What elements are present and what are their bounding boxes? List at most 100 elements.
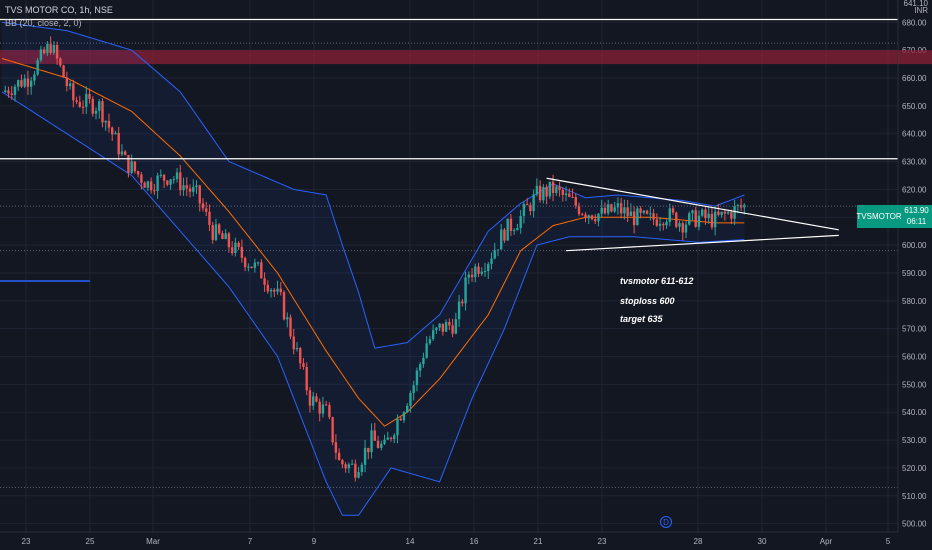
candle-body (72, 83, 75, 101)
candle-body (697, 215, 701, 227)
candle-body (117, 132, 120, 155)
candle-body (415, 370, 419, 386)
axis-top-value: 641.10 (903, 0, 928, 8)
candle-body (701, 209, 704, 216)
candle-body (733, 206, 736, 219)
candle-body (273, 289, 276, 292)
candle (162, 174, 166, 188)
candle-body (529, 205, 532, 212)
candle-body (46, 44, 49, 54)
candle (68, 80, 72, 90)
indicator-title[interactable]: BB (20, close, 2, 0) (5, 18, 82, 28)
candle (600, 199, 603, 218)
candle (120, 144, 124, 157)
candle-body (136, 171, 140, 175)
candle (671, 205, 675, 216)
candle-body (428, 339, 432, 344)
candle (529, 202, 532, 216)
time-tick-label: 21 (534, 537, 543, 546)
candle (639, 206, 642, 219)
candle-body (75, 100, 78, 102)
candle-body (626, 207, 629, 216)
candle (613, 201, 616, 214)
candle-body (347, 464, 351, 469)
candle (23, 74, 26, 89)
candle-body (234, 242, 237, 254)
axis-zone-highlight (898, 50, 932, 65)
candle (299, 346, 302, 370)
candle (149, 177, 153, 194)
candle (195, 180, 198, 194)
candle-body (111, 127, 114, 135)
candle (470, 267, 474, 282)
candle-body (269, 289, 273, 292)
candle (610, 203, 613, 213)
candle (707, 207, 710, 224)
candle-body (337, 452, 341, 461)
price-tick-label: 650.00 (902, 102, 927, 111)
price-axis[interactable]: 500.00 510.00 520.00 530.00 540.00 550.00 560.… (897, 0, 932, 550)
candles (4, 36, 746, 482)
candle-body (393, 435, 396, 439)
candle-body (52, 45, 56, 53)
candle (302, 358, 305, 370)
candle (269, 287, 273, 298)
candle-body (636, 208, 639, 226)
candle (584, 212, 587, 223)
candle-body (350, 463, 354, 465)
candle (282, 290, 286, 321)
candle-body (402, 412, 406, 421)
candle (117, 127, 120, 161)
candle-body (217, 224, 221, 234)
resistance-zone (0, 42, 898, 65)
candle-body (321, 404, 325, 414)
candle (305, 362, 308, 396)
candle (224, 229, 227, 240)
symbol-title[interactable]: TVS MOTOR CO, 1h, NSE (5, 5, 113, 15)
candle (10, 86, 13, 100)
candle-body (367, 447, 370, 453)
candle-body (282, 292, 286, 320)
candle-body (208, 211, 211, 226)
time-axis[interactable]: 23 25 Mar 7 9 14 16 21 23 28 30 Apr 5 (0, 531, 898, 546)
candle-body (65, 77, 69, 87)
candle-body (120, 151, 124, 155)
candle-body (13, 86, 17, 95)
candle-body (250, 266, 253, 268)
dividend-marker-icon[interactable]: D (660, 516, 672, 528)
candle (444, 319, 448, 333)
candle (260, 259, 263, 279)
candle-body (704, 209, 707, 219)
candle (701, 208, 704, 218)
lower-band (1, 91, 745, 516)
time-tick-label: 30 (758, 537, 767, 546)
candle (205, 201, 208, 217)
candle-body (603, 207, 607, 214)
candle (111, 126, 114, 141)
candle (331, 416, 334, 446)
candle-body (490, 258, 493, 264)
candle-body (91, 98, 94, 114)
candle (55, 41, 59, 65)
candle (81, 100, 85, 115)
candle-body (133, 161, 137, 172)
candle (85, 86, 88, 115)
price-tick-label: 580.00 (902, 297, 927, 306)
candle (493, 242, 496, 260)
candle-body (431, 330, 435, 340)
price-tick-label: 540.00 (902, 408, 927, 417)
candle-body (412, 385, 415, 394)
candle (237, 241, 240, 250)
candle (396, 414, 399, 444)
candle-body (435, 327, 438, 331)
candle (457, 294, 461, 327)
candle (17, 79, 20, 91)
candle (179, 164, 182, 196)
target-note: target 635 (620, 314, 663, 324)
candle-body (632, 211, 636, 226)
candle (363, 439, 367, 473)
candle-body (723, 211, 727, 214)
candle-body (581, 214, 584, 216)
candle (684, 221, 688, 239)
